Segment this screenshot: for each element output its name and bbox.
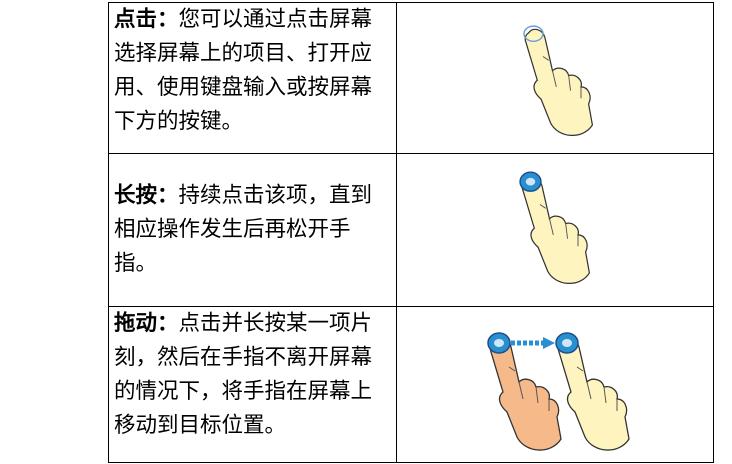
illustration-cell xyxy=(396,2,714,154)
touch-point-center xyxy=(562,339,572,347)
description-cell: 点击：您可以通过点击屏幕选择屏幕上的项目、打开应用、使用键盘输入或按屏幕下方的按… xyxy=(108,2,397,154)
illustration-cell xyxy=(396,153,714,307)
description: 您可以通过点击屏幕选择屏幕上的项目、打开应用、使用键盘输入或按屏幕下方的按键。 xyxy=(114,7,373,134)
table-row: 拖动：点击并长按某一项片刻，然后在手指不离开屏幕的情况下，将手指在屏幕上移动到目… xyxy=(108,306,714,463)
description-cell: 拖动：点击并长按某一项片刻，然后在手指不离开屏幕的情况下，将手指在屏幕上移动到目… xyxy=(108,306,397,463)
touch-point-center xyxy=(494,339,504,347)
description: 点击并长按某一项片刻，然后在手指不离开屏幕的情况下，将手指在屏幕上移动到目标位置… xyxy=(114,311,373,438)
description: 持续点击该项，直到相应操作发生后再松开手指。 xyxy=(114,183,373,276)
gesture-table: 点击：您可以通过点击屏幕选择屏幕上的项目、打开应用、使用键盘输入或按屏幕下方的按… xyxy=(108,2,714,463)
drag-illustration xyxy=(487,332,630,451)
tap-illustration xyxy=(523,25,594,137)
description-cell: 长按：持续点击该项，直到相应操作发生后再松开手指。 xyxy=(108,153,397,307)
long-press-illustration xyxy=(519,171,591,285)
term: 点击： xyxy=(114,7,179,32)
hand xyxy=(523,25,594,137)
hand xyxy=(489,337,562,451)
hand xyxy=(557,337,630,451)
term: 长按： xyxy=(114,183,179,208)
hand xyxy=(519,171,591,285)
table-row: 长按：持续点击该项，直到相应操作发生后再松开手指。 xyxy=(108,153,714,307)
table-row: 点击：您可以通过点击屏幕选择屏幕上的项目、打开应用、使用键盘输入或按屏幕下方的按… xyxy=(108,2,714,154)
illustration-cell xyxy=(396,306,714,463)
term: 拖动： xyxy=(114,311,179,336)
arrow-head xyxy=(543,337,555,349)
